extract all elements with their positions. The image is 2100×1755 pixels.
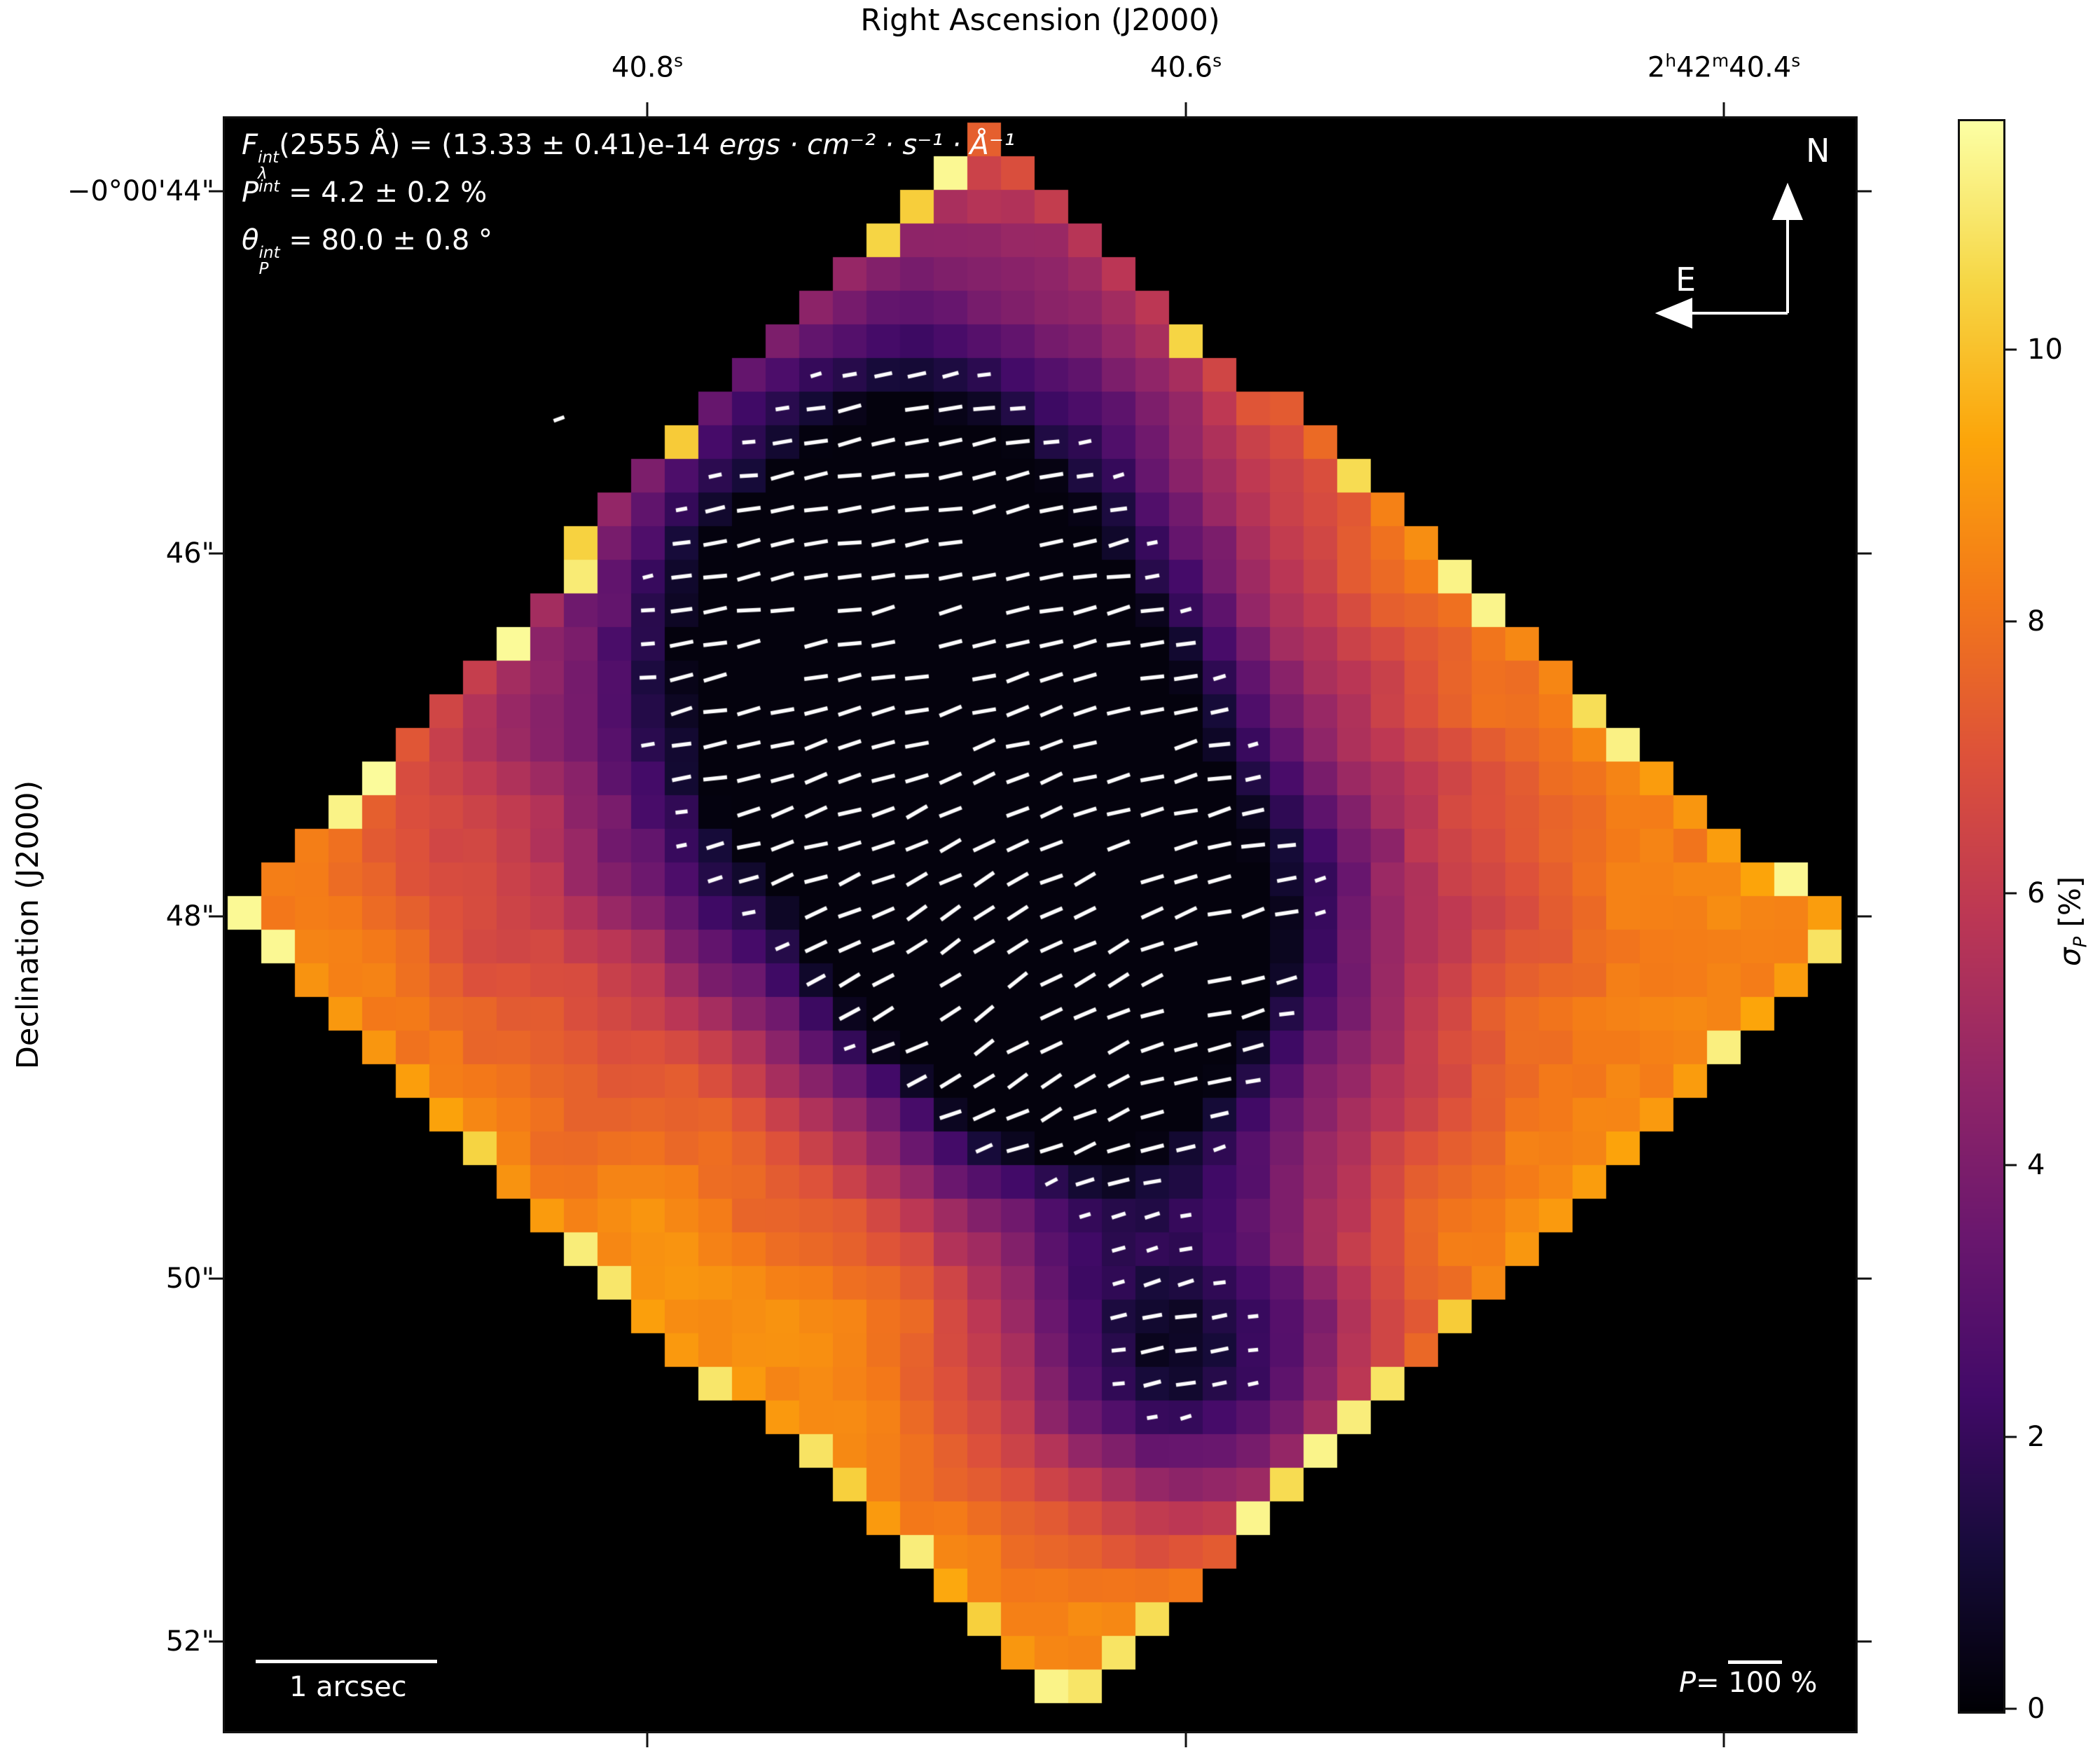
ra-tick-label-40.8s: 40.8s [612,50,683,83]
ra-tick-m-unit: m [1711,50,1729,71]
ra-tick-label-2h42m40.4s: 2h42m40.4s [1647,50,1800,83]
colorbar-tick-10: 10 [2027,333,2063,366]
theta-subscript: P [258,259,269,279]
polref-equals: = [1696,1667,1729,1699]
ra-tick-label-40.6s: 40.6s [1150,50,1222,83]
colorbar-tick-6: 6 [2027,877,2045,909]
colorbar-tick-4: 4 [2027,1149,2045,1181]
ra-tick-unit: s [1213,50,1222,71]
ra-tick-value: 40.6 [1150,51,1213,84]
colorbar-gradient [1960,121,2003,1712]
theta-superscript: int [258,242,280,262]
pol-symbol: P [242,177,259,209]
colorbar [1958,119,2005,1714]
polref-value: 100 [1728,1660,1782,1699]
dec-tick-label-48: 48" [165,900,214,932]
colorbar-label: σP [%] [2052,876,2091,966]
flux-symbol: F [242,129,258,161]
colorbar-tick-2: 2 [2027,1421,2045,1453]
colorbar-tick-8: 8 [2027,605,2045,638]
dec-tick-label-44: −0°00'44" [67,175,214,207]
ra-tick-unit: s [674,50,683,71]
scale-bar [256,1660,437,1663]
flux-subscript: λ [258,164,268,184]
sigma-subscript: P [2070,936,2092,948]
polarization-reference: P= 100 % [1679,1660,1818,1699]
annotation-polarization: Pint = 4.2 ± 0.2 % [242,177,487,208]
dec-tick-label-50: 50" [165,1262,214,1295]
north-label: N [1806,132,1830,170]
ra-axis-title: Right Ascension (J2000) [860,3,1220,38]
east-label: E [1676,261,1697,298]
ra-tick-value: 40.8 [612,51,675,84]
sigma-symbol: σ [2052,947,2087,967]
colorbar-tick-0: 0 [2027,1693,2045,1725]
theta-value: = 80.0 ± 0.8 ° [279,224,492,256]
colorbar-unit: [%] [2052,876,2087,937]
theta-symbol: θ [242,224,259,256]
ra-tick-hours: 2 [1647,51,1666,84]
ra-tick-s-unit: s [1791,50,1801,71]
flux-units: ergs · cm⁻² · s⁻¹ · Å⁻¹ [719,129,1015,161]
ra-tick-minutes: 42 [1676,51,1712,84]
flux-superscript: int [258,147,279,167]
heatmap-canvas [225,118,1856,1731]
ra-tick-seconds: 40.4 [1729,51,1792,84]
scale-bar-label: 1 arcsec [289,1671,407,1703]
polref-unit: % [1781,1667,1818,1699]
annotation-angle: θ int P = 80.0 ± 0.8 ° [242,225,492,277]
polref-symbol: P [1679,1667,1697,1699]
pol-value: = 4.2 ± 0.2 % [279,177,488,209]
pol-superscript: int [258,177,280,196]
flux-value: (2555 Å) = (13.33 ± 0.41)e-14 [279,129,719,161]
dec-tick-label-46: 46" [165,537,214,570]
dec-tick-label-52: 52" [165,1625,214,1658]
ra-tick-h-unit: h [1665,50,1677,71]
dec-axis-title: Declination (J2000) [11,780,46,1070]
